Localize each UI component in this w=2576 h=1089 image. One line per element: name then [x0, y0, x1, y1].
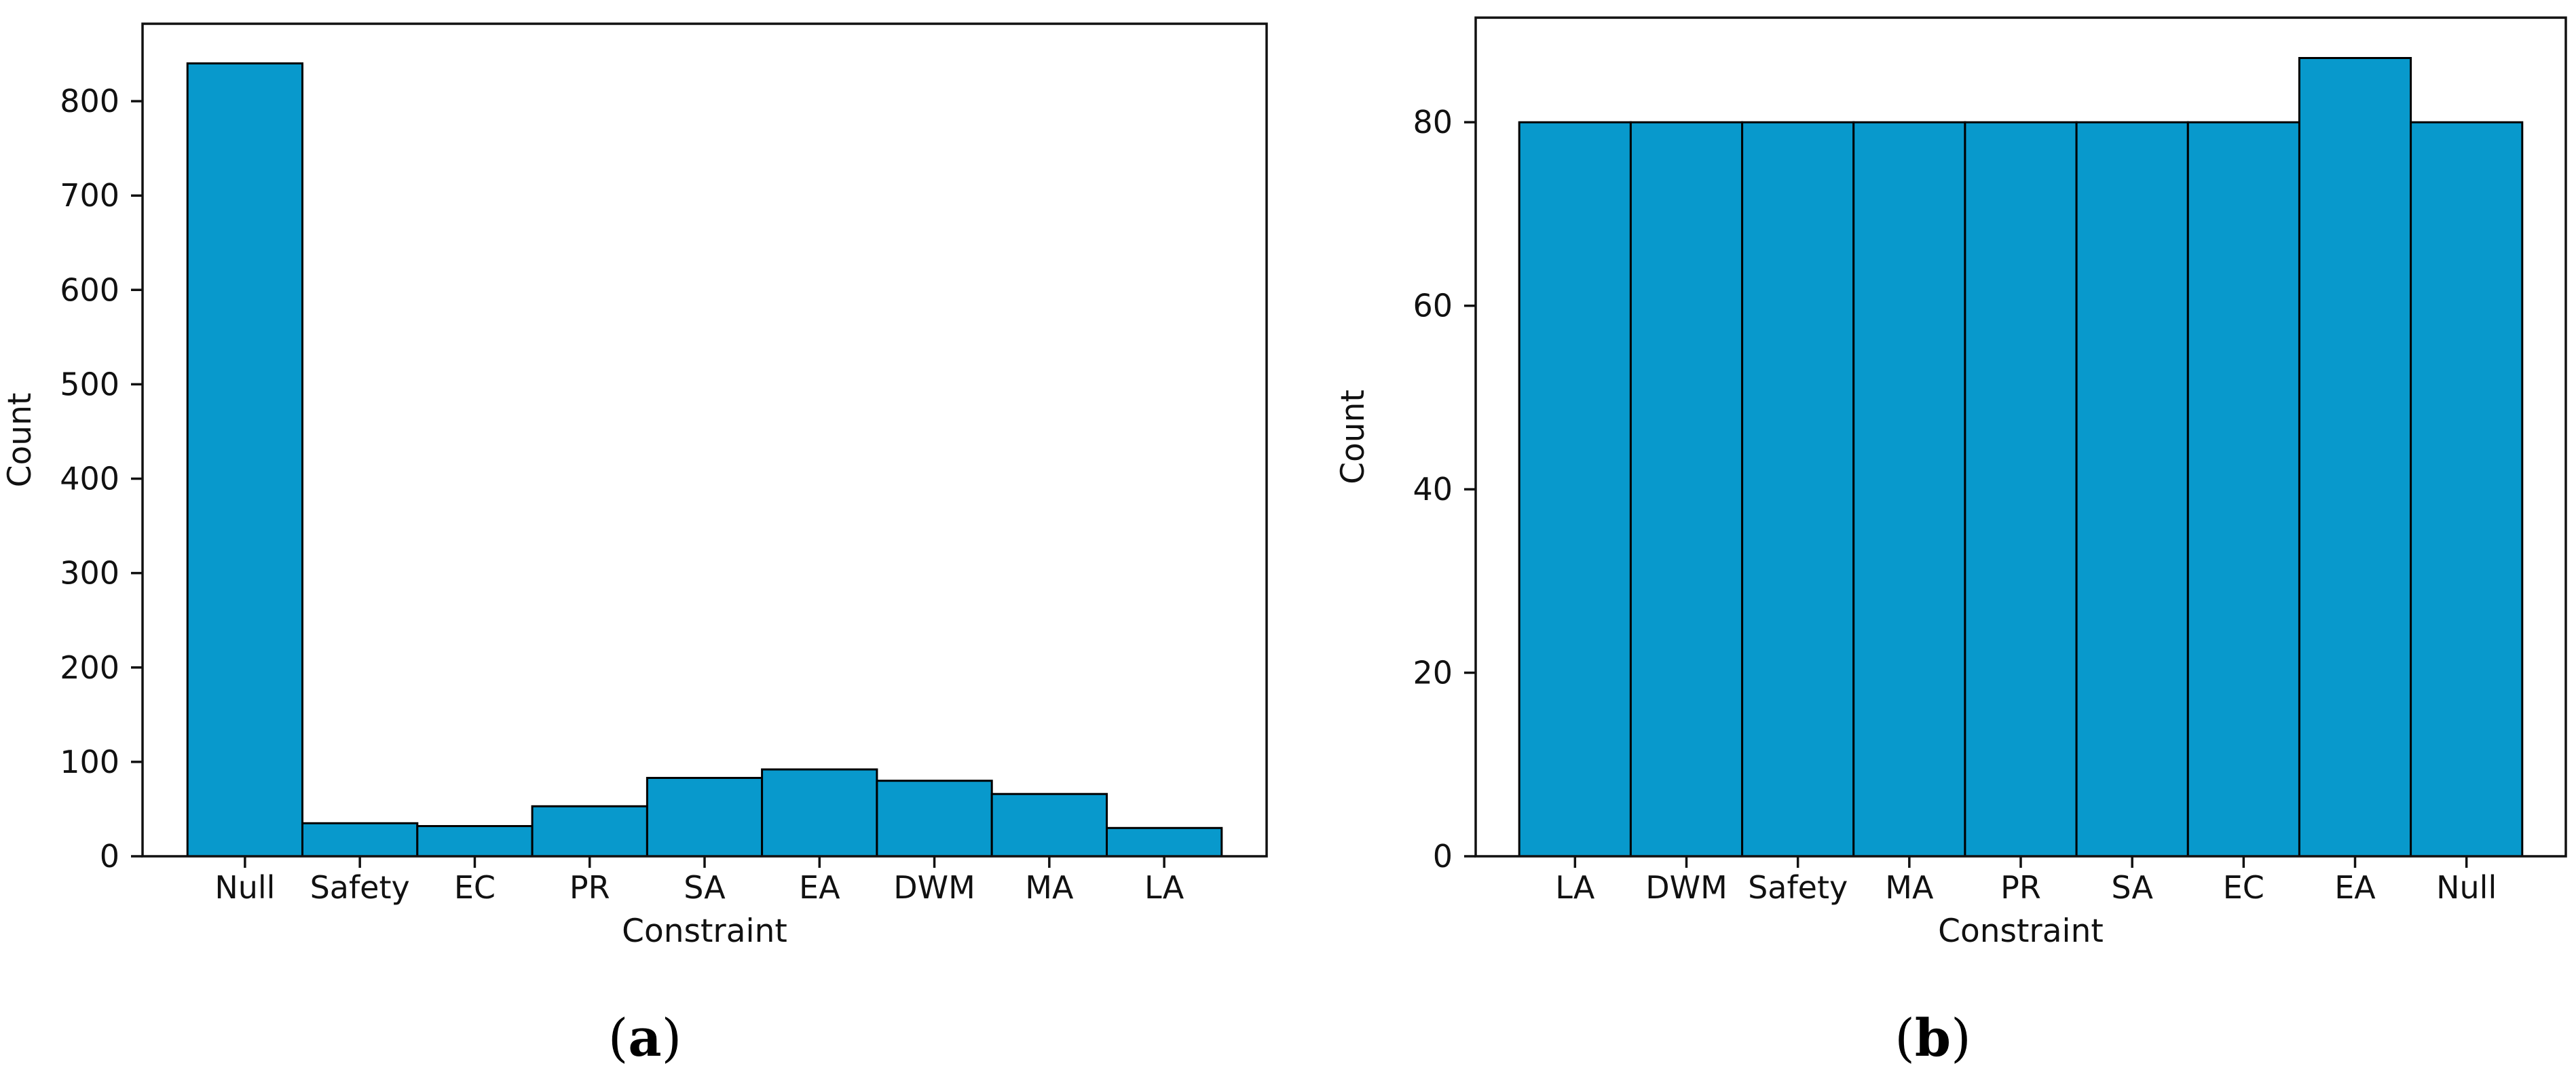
bar-ea: [761, 768, 878, 858]
panel-a: 0 100 200 300 400 500 600 700 800 Null Safety EC PR S…: [0, 22, 1290, 1064]
y-axis-title: Count: [1, 393, 39, 488]
x-tick-label-ma: MA: [1025, 869, 1074, 906]
caption-b-letter: b: [1914, 1008, 1952, 1068]
panel-a-caption: (a): [0, 1012, 1290, 1064]
y-tick-label: 20: [1413, 655, 1453, 691]
y-tick-label: 600: [60, 271, 119, 308]
bar-dwm: [876, 780, 993, 858]
caption-b-close-paren: ): [1951, 1008, 1971, 1068]
y-tick-label: 80: [1413, 104, 1453, 140]
bar-safety: [1741, 121, 1855, 858]
plot-border: [141, 22, 1268, 858]
bar-null: [186, 62, 304, 858]
y-tick-label: 800: [60, 83, 119, 119]
y-tick-label: 0: [100, 838, 119, 875]
bar-sa: [2075, 121, 2189, 858]
caption-a-close-paren: ): [661, 1008, 682, 1068]
bar-null: [2410, 121, 2524, 858]
y-tick-label: 40: [1413, 471, 1453, 508]
bar-pr: [531, 805, 648, 858]
x-tick-label-ma: MA: [1885, 869, 1934, 906]
y-tick-label: 500: [60, 366, 119, 402]
chart-a-count-by-constraint: 0 100 200 300 400 500 600 700 800 Null Safety EC PR S…: [1, 22, 1268, 950]
x-tick-label-safety: Safety: [1748, 869, 1848, 906]
bar-ea: [2298, 57, 2412, 858]
panel-b-caption: (b): [1290, 1012, 2576, 1064]
chart-b-count-by-constraint: 0 20 40 60 80 LA DWM Safety MA PR SA EC EA Null Constr…: [1334, 16, 2567, 950]
caption-b-open-paren: (: [1894, 1008, 1915, 1068]
x-tick-label-safety: Safety: [310, 869, 410, 906]
y-tick-label: 60: [1413, 288, 1453, 324]
bar-safety: [301, 822, 419, 858]
x-axis-title: Constraint: [1938, 913, 2104, 950]
y-tick-label: 0: [1433, 838, 1453, 875]
y-tick-label: 100: [60, 744, 119, 780]
bar-ma: [1852, 121, 1966, 858]
x-tick-label-ec: EC: [2223, 869, 2264, 906]
x-tick-label-ea: EA: [2334, 869, 2376, 906]
x-tick-label-la: LA: [1144, 869, 1184, 906]
caption-a-open-paren: (: [608, 1008, 629, 1068]
x-tick-label-pr: PR: [2000, 869, 2041, 906]
x-tick-label-ec: EC: [454, 869, 496, 906]
bar-sa: [646, 777, 764, 858]
x-tick-label-null: Null: [2436, 869, 2497, 906]
caption-a-letter: a: [628, 1008, 662, 1068]
y-tick-label: 700: [60, 177, 119, 214]
y-tick-label: 400: [60, 461, 119, 497]
bar-ec: [2186, 121, 2301, 858]
bar-dwm: [1629, 121, 1744, 858]
bar-pr: [1964, 121, 2078, 858]
x-tick-label-dwm: DWM: [893, 869, 975, 906]
bar-la: [1106, 826, 1223, 858]
bar-ma: [990, 792, 1108, 858]
x-tick-label-pr: PR: [570, 869, 610, 906]
y-tick-label: 200: [60, 649, 119, 686]
y-tick-label: 300: [60, 555, 119, 592]
x-tick-label-sa: SA: [684, 869, 726, 906]
x-tick-label-ea: EA: [799, 869, 840, 906]
bar-la: [1518, 121, 1632, 858]
x-tick-label-la: LA: [1555, 869, 1595, 906]
x-tick-label-sa: SA: [2111, 869, 2153, 906]
panel-b: 0 20 40 60 80 LA DWM Safety MA PR SA EC EA Null Constr…: [1290, 0, 2576, 1089]
bar-ec: [416, 825, 534, 858]
x-tick-label-null: Null: [214, 869, 275, 906]
x-axis-title: Constraint: [622, 913, 787, 950]
y-axis-title: Count: [1334, 389, 1372, 484]
x-tick-label-dwm: DWM: [1645, 869, 1728, 906]
